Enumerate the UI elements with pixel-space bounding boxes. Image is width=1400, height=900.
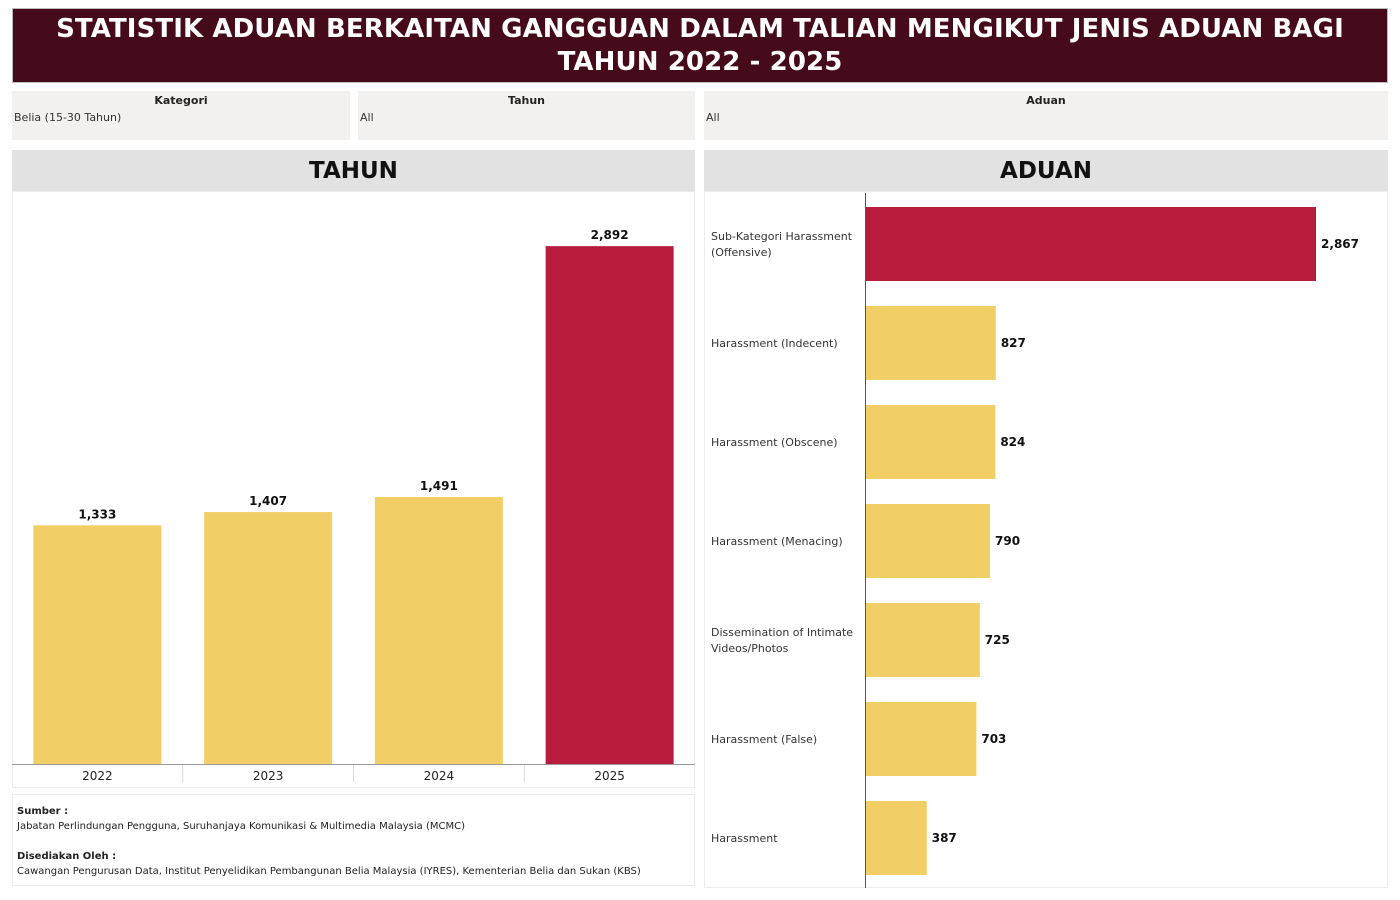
year-bar-2022: [33, 525, 162, 764]
aduan-category-label-4: Harassment (Menacing): [711, 535, 843, 548]
year-bar-2025: [545, 246, 674, 764]
aduan-category-label-7: Harassment: [711, 832, 778, 845]
aduan-bar-6: [866, 702, 977, 776]
aduan-value-label-5: 725: [985, 633, 1010, 647]
year-tick-label-2024: 2024: [424, 769, 455, 783]
source-text: Jabatan Perlindungan Pengguna, Suruhanja…: [17, 821, 465, 832]
aduan-panel-frame: [704, 191, 1388, 888]
aduan-bar-3: [866, 405, 996, 479]
aduan-value-label-4: 790: [995, 534, 1020, 548]
filter-kategori[interactable]: Kategori Belia (15-30 Tahun): [12, 91, 350, 140]
aduan-value-label-1: 2,867: [1321, 237, 1359, 251]
year-value-label-2022: 1,333: [78, 507, 116, 521]
source-label: Sumber :: [17, 806, 69, 817]
aduan-bar-1: [866, 207, 1317, 281]
aduan-category-label-6: Harassment (False): [711, 733, 817, 746]
filter-kategori-value[interactable]: Belia (15-30 Tahun): [14, 111, 122, 124]
tahun-panel-frame: [12, 191, 695, 788]
year-tick-label-2023: 2023: [253, 769, 284, 783]
aduan-category-label-5: Dissemination of Intimate Videos/Photos: [711, 626, 853, 655]
prepared-by-text: Cawangan Pengurusan Data, Institut Penye…: [17, 866, 641, 877]
filter-tahun[interactable]: Tahun All: [358, 91, 695, 140]
filter-aduan-value[interactable]: All: [706, 111, 720, 124]
aduan-category-label-2: Harassment (Indecent): [711, 337, 838, 350]
dashboard-title: STATISTIK ADUAN BERKAITAN GANGGUAN DALAM…: [56, 13, 1344, 77]
year-bar-2024: [374, 497, 503, 764]
aduan-value-label-6: 703: [981, 732, 1006, 746]
filter-tahun-value[interactable]: All: [360, 111, 374, 124]
year-tick-label-2022: 2022: [82, 769, 113, 783]
aduan-bar-7: [866, 801, 927, 875]
prepared-by-label: Disediakan Oleh :: [17, 851, 117, 862]
aduan-value-label-7: 387: [932, 831, 957, 845]
dashboard-title-bar: STATISTIK ADUAN BERKAITAN GANGGUAN DALAM…: [12, 8, 1388, 83]
source-notes: Sumber : Jabatan Perlindungan Pengguna, …: [12, 794, 695, 886]
filter-aduan-label: Aduan: [1026, 94, 1066, 107]
tahun-chart-title: TAHUN: [309, 157, 398, 184]
year-value-label-2023: 1,407: [249, 494, 287, 508]
year-bar-2023: [204, 512, 333, 764]
aduan-value-label-3: 824: [1000, 435, 1025, 449]
aduan-category-label-3: Harassment (Obscene): [711, 436, 838, 449]
aduan-panel-header: ADUAN: [704, 150, 1388, 191]
tahun-panel-header: TAHUN: [12, 150, 695, 191]
year-bar-chart: 1,333 2022 1,407 2023 1,491 2024 2,892 2025: [12, 228, 695, 783]
aduan-value-label-2: 827: [1001, 336, 1026, 350]
aduan-bar-2: [866, 306, 996, 380]
filter-tahun-label: Tahun: [507, 94, 545, 107]
aduan-category-label-1: Sub-Kategori Harassment (Offensive): [711, 230, 853, 259]
year-value-label-2024: 1,491: [420, 479, 458, 493]
filter-aduan[interactable]: Aduan All: [704, 91, 1388, 140]
filter-kategori-label: Kategori: [154, 94, 208, 107]
aduan-bar-5: [866, 603, 980, 677]
aduan-chart-title: ADUAN: [1000, 157, 1092, 184]
aduan-bar-4: [866, 504, 991, 578]
year-tick-label-2025: 2025: [594, 769, 625, 783]
aduan-bar-chart: 2,867 Sub-Kategori Harassment (Offensive) 8…: [711, 193, 1359, 888]
year-value-label-2025: 2,892: [591, 228, 629, 242]
